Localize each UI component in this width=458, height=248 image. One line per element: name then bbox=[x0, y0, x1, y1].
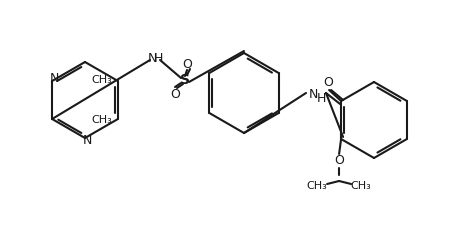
Text: CH₃: CH₃ bbox=[91, 115, 112, 125]
Text: N: N bbox=[49, 72, 59, 86]
Text: CH₃: CH₃ bbox=[307, 181, 327, 191]
Text: O: O bbox=[182, 58, 192, 70]
Text: O: O bbox=[170, 88, 180, 100]
Text: H: H bbox=[316, 93, 326, 105]
Text: N: N bbox=[82, 133, 92, 147]
Text: S: S bbox=[180, 73, 190, 87]
Text: N: N bbox=[308, 89, 318, 101]
Text: N: N bbox=[147, 52, 157, 64]
Text: H: H bbox=[153, 52, 163, 64]
Text: O: O bbox=[323, 76, 333, 90]
Text: CH₃: CH₃ bbox=[91, 75, 112, 85]
Text: O: O bbox=[334, 155, 344, 167]
Text: CH₃: CH₃ bbox=[351, 181, 371, 191]
